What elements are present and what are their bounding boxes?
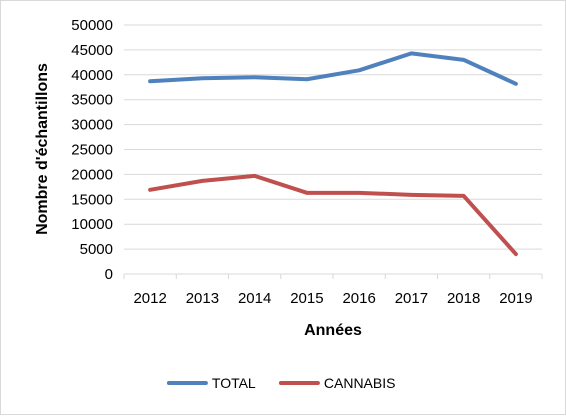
y-axis-title: Nombre d'échantillons xyxy=(34,63,51,235)
x-tick-label: 2012 xyxy=(133,290,166,307)
legend: TOTAL CANNABIS xyxy=(166,375,396,391)
data-series xyxy=(148,51,518,257)
series-line-cannabis xyxy=(148,173,518,257)
y-tick-label: 20000 xyxy=(71,166,113,183)
y-tick-label: 5000 xyxy=(80,241,113,258)
x-tick-label: 2016 xyxy=(342,290,375,307)
y-tick-label: 45000 xyxy=(71,42,113,59)
y-tick-label: 50000 xyxy=(71,17,113,34)
series-line-total xyxy=(148,51,518,86)
y-tick-label: 0 xyxy=(105,266,113,283)
x-tick-label: 2013 xyxy=(186,290,219,307)
axes xyxy=(123,273,543,279)
x-tick-label: 2015 xyxy=(290,290,323,307)
x-tick-label: 2018 xyxy=(447,290,480,307)
x-tick-label: 2017 xyxy=(395,290,428,307)
y-tick-label: 15000 xyxy=(71,191,113,208)
x-axis-tick-labels: 2012 2013 2014 2015 2016 2017 2018 2019 xyxy=(133,290,532,307)
x-tick-label: 2014 xyxy=(238,290,271,307)
x-axis-title: Années xyxy=(304,322,362,339)
y-tick-label: 25000 xyxy=(71,142,113,159)
y-axis-tick-labels: 0 5000 10000 15000 20000 25000 30000 35000 40000… xyxy=(71,17,113,283)
y-tick-label: 10000 xyxy=(71,216,113,233)
x-tick-label: 2019 xyxy=(499,290,532,307)
gridlines xyxy=(124,24,542,250)
y-tick-label: 35000 xyxy=(71,92,113,109)
y-tick-label: 40000 xyxy=(71,67,113,84)
y-tick-label: 30000 xyxy=(71,117,113,134)
legend-label-total: TOTAL xyxy=(212,375,256,391)
legend-label-cannabis: CANNABIS xyxy=(324,375,396,391)
